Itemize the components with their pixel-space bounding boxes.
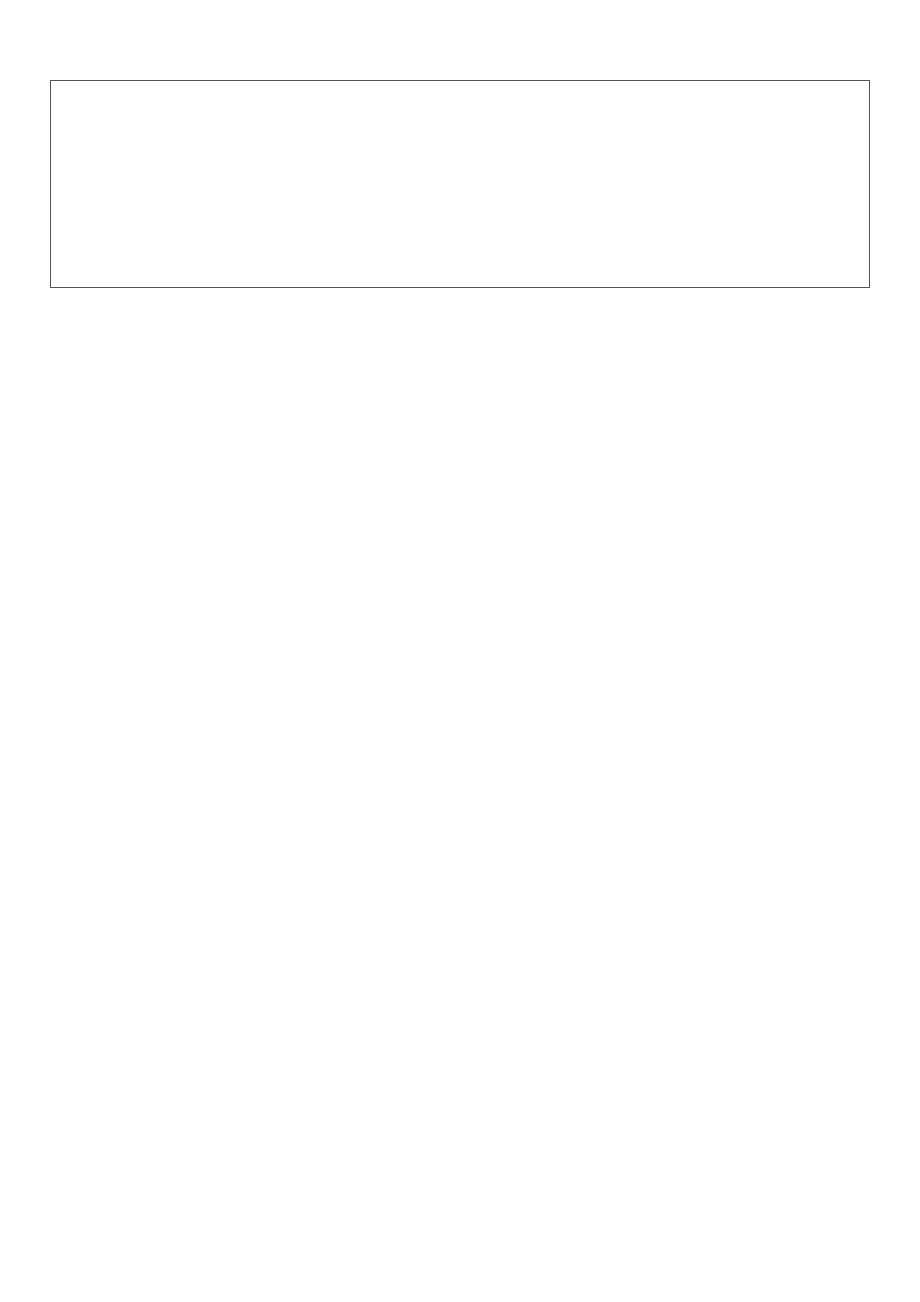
figure-row	[69, 105, 851, 255]
apparatus-diagram	[69, 105, 369, 255]
spectra-panels	[551, 105, 851, 255]
content-frame	[50, 80, 870, 288]
